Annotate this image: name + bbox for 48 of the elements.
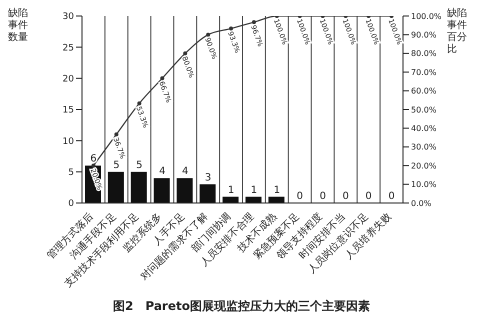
text: 图2 Pareto图展现监控压力大的三个主要因素 <box>112 298 371 315</box>
y-tick-label: 5 <box>68 168 74 178</box>
bar <box>200 184 216 203</box>
data-label: 5 <box>113 160 120 171</box>
data-label: 3 <box>204 172 212 184</box>
y2-tick-label: 20.0% <box>411 161 437 170</box>
data-label: 0 <box>320 191 326 202</box>
y-tick-label: 10 <box>62 136 74 147</box>
y-tick-label: 30 <box>62 12 74 22</box>
y2-tick-label: 100.0% <box>411 12 442 21</box>
point <box>91 164 96 168</box>
bar <box>154 178 170 203</box>
point <box>252 20 256 24</box>
y-axis-title: 缺陷事件数量 <box>8 8 29 44</box>
y-tick-label: 25 <box>62 43 74 54</box>
data-label: 1 <box>250 184 258 196</box>
point <box>206 32 210 37</box>
y2-tick-label: 30.0% <box>411 142 437 152</box>
y2-tick-label: 90.0% <box>411 30 437 40</box>
y2-tick-label: 0.0% <box>411 198 432 208</box>
data-label: 4 <box>182 166 188 178</box>
point <box>160 76 164 80</box>
point <box>114 132 118 136</box>
point <box>229 26 234 31</box>
y2-tick-label: 40.0% <box>411 124 437 134</box>
data-label: 1 <box>228 184 234 196</box>
y-tick-label: 15 <box>62 106 74 116</box>
y2-axis-title: 缺陷事件百分比 <box>447 8 468 56</box>
point <box>183 51 188 56</box>
data-label: 0 <box>296 191 304 202</box>
data-label: 6 <box>90 154 97 165</box>
y2-tick-label: 70.0% <box>411 68 437 77</box>
y-tick-label: 20 <box>62 74 74 85</box>
data-label: 5 <box>136 160 143 171</box>
data-label: 1 <box>274 184 280 196</box>
y2-tick-label: 60.0% <box>411 86 437 96</box>
y2-tick-label: 10.0% <box>411 180 437 190</box>
y2-tick-label: 80.0% <box>411 49 437 58</box>
bar <box>130 172 147 203</box>
bar <box>108 172 124 203</box>
data-label: 0 <box>388 191 395 202</box>
data-label: 4 <box>159 166 166 178</box>
y-tick-label: 0 <box>68 199 74 210</box>
data-label: 0 <box>342 191 349 202</box>
data-label: 0 <box>365 191 372 202</box>
point <box>137 101 142 106</box>
y2-tick-label: 50.0% <box>411 105 437 114</box>
bar <box>176 178 193 203</box>
